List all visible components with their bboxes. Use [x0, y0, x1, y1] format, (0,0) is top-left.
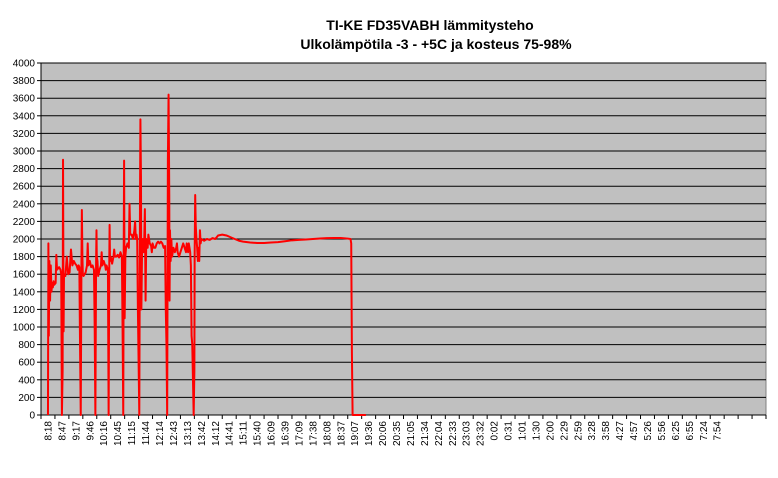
y-tick-label: 400: [18, 375, 35, 386]
x-tick-label: 8:47: [57, 421, 68, 441]
y-tick-label: 3400: [13, 111, 36, 122]
x-tick-label: 0:31: [504, 421, 515, 441]
x-tick-label: 7:54: [713, 421, 724, 441]
y-tick-label: 2200: [13, 217, 36, 228]
x-tick-label: 11:15: [127, 421, 138, 446]
series-line: [46, 93, 366, 416]
x-tick-label: 22:33: [448, 421, 459, 446]
x-tick-label: 14:12: [211, 421, 222, 446]
x-tick-label: 21:05: [406, 421, 417, 446]
y-tick-label: 1200: [13, 305, 36, 316]
y-tick-label: 800: [18, 340, 35, 351]
x-tick-label: 17:09: [294, 421, 305, 446]
x-tick-label: 19:36: [364, 421, 375, 446]
x-tick-label: 2:29: [559, 421, 570, 441]
x-axis-tick-labels: 8:18 8:47 9:17 9:46 10:16 10:45 11:15 11:44 12:1…: [43, 421, 723, 446]
y-tick-label: 600: [18, 358, 35, 369]
y-tick-label: 1400: [13, 287, 36, 298]
x-tick-label: 11:44: [141, 421, 152, 446]
x-tick-label: 14:41: [225, 421, 236, 446]
x-tick-label: 6:25: [671, 421, 682, 441]
x-tick-label: 2:00: [545, 421, 556, 441]
x-tick-label: 13:13: [183, 421, 194, 446]
x-tick-label: 15:40: [253, 421, 264, 446]
x-tick-label: 20:06: [378, 421, 389, 446]
x-tick-label: 8:18: [43, 421, 54, 441]
y-tick-label: 3000: [13, 147, 36, 158]
x-tick-label: 1:30: [531, 421, 542, 441]
y-tick-label: 3800: [13, 76, 36, 87]
chart-title: TI-KE FD35VABH lämmitysteho: [326, 17, 533, 33]
y-tick-label: 3200: [13, 129, 36, 140]
x-tick-label: 5:26: [643, 421, 654, 441]
x-tick-label: 18:08: [322, 421, 333, 446]
x-tick-label: 12:43: [169, 421, 180, 446]
x-tick-label: 4:57: [629, 421, 640, 441]
y-tick-label: 0: [29, 411, 35, 422]
x-tick-label: 3:58: [601, 421, 612, 441]
y-tick-label: 1000: [13, 323, 36, 334]
x-tick-label: 7:24: [699, 421, 710, 441]
y-axis-tick-labels: 0 200 400 600 800 1000 1200 1400 1600 1800 2000 220…: [13, 59, 36, 422]
x-tick-label: 18:37: [336, 421, 347, 446]
x-tick-label: 12:14: [155, 421, 166, 446]
y-tick-label: 2800: [13, 164, 36, 175]
x-tick-label: 0:02: [490, 421, 501, 441]
x-tick-label: 17:38: [308, 421, 319, 446]
y-tick-label: 2000: [13, 235, 36, 246]
x-tick-label: 4:27: [615, 421, 626, 441]
x-tick-label: 22:04: [434, 421, 445, 446]
x-tick-label: 1:01: [518, 421, 529, 441]
x-tick-label: 23:32: [476, 421, 487, 446]
x-tick-label: 16:39: [280, 421, 291, 446]
y-tick-label: 4000: [13, 59, 36, 70]
x-tick-label: 10:45: [113, 421, 124, 446]
y-tick-label: 2600: [13, 182, 36, 193]
x-tick-label: 9:46: [85, 421, 96, 441]
x-tick-label: 19:07: [350, 421, 361, 446]
x-tick-label: 15:11: [239, 421, 250, 446]
x-tick-label: 23:03: [462, 421, 473, 446]
x-tick-label: 9:17: [71, 421, 82, 441]
y-tick-label: 200: [18, 393, 35, 404]
axes: [37, 62, 767, 419]
chart-subtitle: Ulkolämpötila -3 - +5C ja kosteus 75-98%: [300, 36, 572, 52]
x-tick-label: 21:34: [420, 421, 431, 446]
x-tick-label: 13:42: [197, 421, 208, 446]
y-tick-label: 1600: [13, 270, 36, 281]
y-tick-label: 1800: [13, 252, 36, 263]
x-tick-label: 5:56: [657, 421, 668, 441]
x-tick-label: 20:35: [392, 421, 403, 446]
y-tick-label: 3600: [13, 94, 36, 105]
x-tick-label: 3:28: [587, 421, 598, 441]
x-tick-label: 2:59: [573, 421, 584, 441]
x-tick-label: 10:16: [99, 421, 110, 446]
series-group: [46, 93, 366, 416]
gridlines: [41, 62, 766, 398]
y-tick-label: 2400: [13, 199, 36, 210]
x-tick-label: 6:55: [685, 421, 696, 441]
x-tick-label: 16:09: [267, 421, 278, 446]
